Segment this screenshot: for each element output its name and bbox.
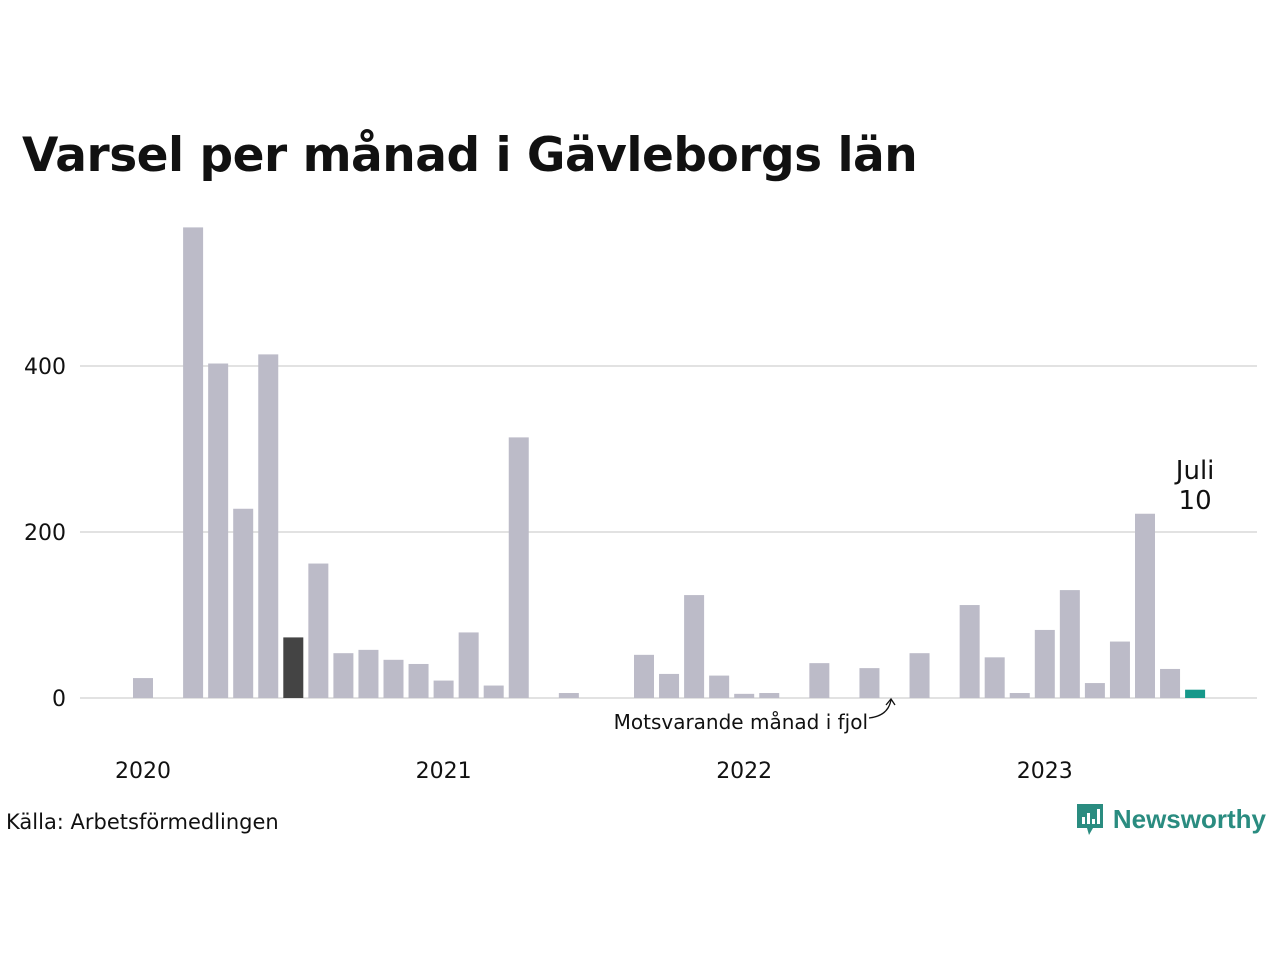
bar-2021-11: [684, 595, 705, 698]
bar-2020-08: [308, 563, 329, 698]
x-tick-label: 2021: [416, 759, 472, 784]
current-month-label: Juli: [1174, 456, 1215, 486]
bar-2023-02: [1059, 590, 1080, 698]
bar-2020-11: [383, 659, 404, 698]
brand-logo: Newsworthy: [1075, 802, 1266, 836]
bar-2023-06: [1160, 668, 1181, 698]
bar-2022-06: [859, 668, 880, 698]
bar-2021-03: [483, 685, 504, 698]
bar-2020-09: [333, 653, 354, 698]
bars: [133, 227, 1206, 698]
bar-2021-02: [458, 632, 479, 698]
brand-name: Newsworthy: [1112, 803, 1266, 834]
bar-2022-12: [1009, 693, 1030, 698]
current-value-label: 10: [1179, 486, 1212, 516]
y-tick-label: 200: [24, 521, 66, 546]
bar-2020-03: [183, 227, 204, 698]
annotation-arrow-line: [868, 699, 892, 719]
bar-2021-10: [659, 673, 680, 698]
bar-2022-11: [984, 657, 1005, 698]
y-axis-ticks: 0 200 400: [24, 355, 66, 712]
source-note: Källa: Arbetsförmedlingen: [6, 810, 279, 834]
bar-chart-speech-icon: [1076, 804, 1103, 835]
bar-2022-02: [759, 693, 780, 698]
bar-2022-08: [909, 653, 930, 698]
bar-2020-01: [133, 678, 153, 698]
bar-2023-03: [1084, 683, 1105, 698]
bar-2022-10: [959, 605, 980, 698]
bar-2021-04: [508, 437, 529, 698]
bar-2020-04: [208, 363, 229, 698]
bar-2021-09: [634, 654, 654, 698]
annotation-arrow-head: [885, 697, 896, 706]
bar-2020-10: [358, 649, 379, 698]
x-axis-ticks: 2020 2021 2022 2023: [115, 759, 1073, 784]
bar-2022-04: [809, 663, 830, 698]
bar-2021-12: [709, 675, 730, 698]
grid-lines: [80, 365, 1257, 699]
y-tick-label: 400: [24, 355, 66, 380]
previous-year-note: Motsvarande månad i fjol: [614, 710, 868, 734]
bar-2022-01: [734, 693, 755, 698]
bar-2023-07: [1185, 689, 1206, 698]
page-title: Varsel per månad i Gävleborgs län: [22, 128, 918, 183]
bar-2021-06: [558, 693, 579, 698]
bar-2020-12: [408, 663, 429, 698]
bar-2020-07: [283, 637, 304, 698]
bar-2020-06: [258, 354, 279, 698]
x-tick-label: 2020: [115, 759, 171, 784]
x-tick-label: 2022: [716, 759, 772, 784]
bar-2023-05: [1135, 513, 1155, 698]
bar-2021-01: [433, 680, 454, 698]
bar-2023-01: [1034, 629, 1055, 698]
x-tick-label: 2023: [1017, 759, 1073, 784]
bar-2023-04: [1109, 641, 1130, 698]
y-tick-label: 0: [52, 687, 66, 712]
bar-2020-05: [233, 508, 254, 698]
